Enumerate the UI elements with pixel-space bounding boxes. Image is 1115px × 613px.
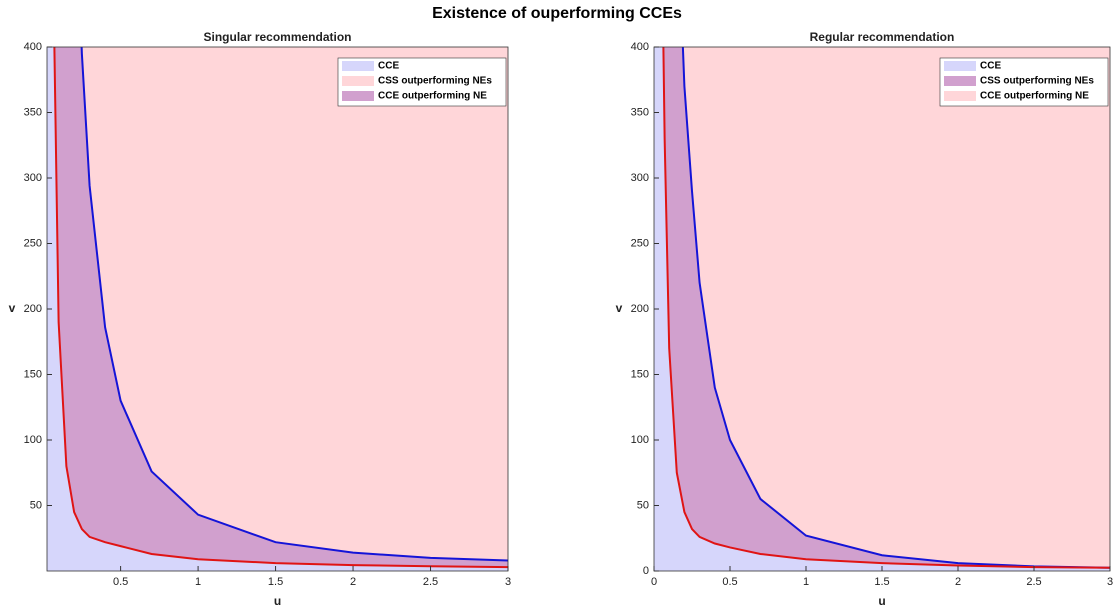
- x-tick-label: 1.5: [874, 576, 889, 588]
- x-tick-label: 0.5: [722, 576, 737, 588]
- legend-swatch: [342, 91, 374, 101]
- x-tick-label: 1.5: [268, 576, 283, 588]
- x-axis-label: u: [878, 594, 885, 608]
- x-axis-label: u: [274, 594, 281, 608]
- x-tick-label: 0: [651, 576, 657, 588]
- legend-swatch: [944, 76, 976, 86]
- y-tick-label: 100: [24, 434, 42, 446]
- x-tick-label: 1: [803, 576, 809, 588]
- y-tick-label: 400: [631, 41, 649, 53]
- y-tick-label: 250: [631, 237, 649, 249]
- legend-label: CCE: [378, 61, 399, 72]
- y-tick-label: 100: [631, 434, 649, 446]
- legend-swatch: [944, 61, 976, 71]
- y-axis-label: v: [9, 301, 16, 315]
- plot-area: [654, 47, 1110, 571]
- region: [654, 47, 1110, 571]
- legend-label: CSS outperforming NEs: [980, 76, 1094, 87]
- curve: [662, 47, 1110, 569]
- region: [47, 47, 508, 571]
- y-tick-label: 400: [24, 41, 42, 53]
- legend-swatch: [944, 91, 976, 101]
- y-tick-label: 150: [24, 368, 42, 380]
- y-tick-label: 300: [24, 172, 42, 184]
- x-tick-label: 0.5: [113, 576, 128, 588]
- y-tick-label: 150: [631, 368, 649, 380]
- legend-label: CSS outperforming NEs: [378, 76, 492, 87]
- x-tick-label: 3: [1107, 576, 1113, 588]
- legend-swatch: [342, 61, 374, 71]
- curve: [681, 47, 1110, 569]
- x-tick-label: 2.5: [1026, 576, 1041, 588]
- y-tick-label: 350: [631, 106, 649, 118]
- plot-area: [47, 47, 508, 571]
- y-tick-label: 300: [631, 172, 649, 184]
- x-tick-label: 2: [350, 576, 356, 588]
- y-tick-label: 0: [643, 565, 649, 577]
- y-tick-label: 200: [631, 303, 649, 315]
- curve: [80, 47, 508, 562]
- legend-label: CCE outperforming NE: [980, 91, 1089, 102]
- legend-label: CCE outperforming NE: [378, 91, 487, 102]
- legend-label: CCE: [980, 61, 1001, 72]
- y-tick-label: 350: [24, 106, 42, 118]
- y-tick-label: 50: [30, 499, 42, 511]
- y-axis-label: v: [616, 301, 623, 315]
- axes-title: Singular recommendation: [203, 30, 351, 44]
- x-tick-label: 3: [505, 576, 511, 588]
- figure-title: Existence of ouperforming CCEs: [432, 5, 682, 22]
- x-tick-label: 2: [955, 576, 961, 588]
- axes-title: Regular recommendation: [810, 30, 955, 44]
- legend-swatch: [342, 76, 374, 86]
- y-tick-label: 250: [24, 237, 42, 249]
- x-tick-label: 1: [195, 576, 201, 588]
- y-tick-label: 50: [637, 499, 649, 511]
- x-tick-label: 2.5: [423, 576, 438, 588]
- curve: [53, 47, 508, 569]
- y-tick-label: 200: [24, 303, 42, 315]
